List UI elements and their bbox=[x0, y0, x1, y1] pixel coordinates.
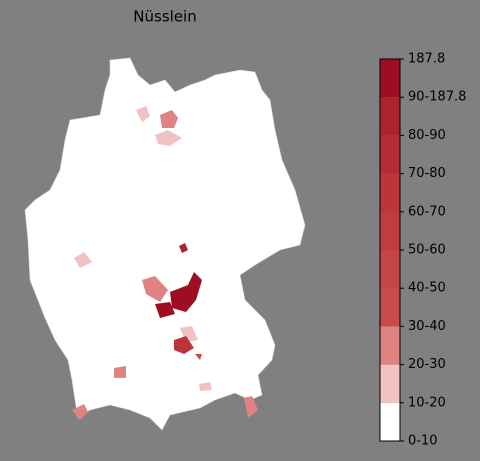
colorbar-label: 187.8 bbox=[408, 52, 445, 67]
colorbar-label: 30-40 bbox=[408, 319, 446, 334]
colorbar-label: 40-50 bbox=[408, 281, 446, 296]
region bbox=[179, 243, 188, 253]
colorbar-segment bbox=[380, 135, 400, 174]
region bbox=[160, 110, 178, 128]
colorbar-segment bbox=[380, 59, 400, 98]
region bbox=[195, 354, 202, 360]
colorbar-segment bbox=[380, 173, 400, 212]
colorbar-label: 60-70 bbox=[408, 204, 446, 219]
region bbox=[142, 276, 168, 302]
colorbar-segment bbox=[380, 326, 400, 365]
colorbar-label: 20-30 bbox=[408, 357, 446, 372]
colorbar-segment bbox=[380, 402, 400, 441]
colorbar-label: 80-90 bbox=[408, 128, 446, 143]
colorbar-label: 50-60 bbox=[408, 243, 446, 258]
colorbar-label: 90-187.8 bbox=[408, 90, 466, 105]
region bbox=[114, 366, 126, 378]
colorbar-segment bbox=[380, 364, 400, 403]
colorbar-frame bbox=[379, 58, 401, 442]
region bbox=[72, 404, 88, 420]
region bbox=[155, 302, 175, 318]
colorbar-segment bbox=[380, 288, 400, 327]
colorbar-label: 70-80 bbox=[408, 166, 446, 181]
region bbox=[136, 106, 150, 122]
colorbar-segment bbox=[380, 97, 400, 136]
regions bbox=[72, 106, 258, 420]
colorbar-segment bbox=[380, 211, 400, 250]
colorbar: 0-10 10-20 20-30 30-40 40-50 50-60 60-70 70-80 8… bbox=[380, 52, 466, 449]
region bbox=[170, 272, 202, 312]
region bbox=[244, 396, 258, 418]
region bbox=[199, 382, 212, 391]
region bbox=[155, 130, 182, 146]
region bbox=[74, 252, 92, 268]
colorbar-label: 10-20 bbox=[408, 395, 446, 410]
colorbar-label: 0-10 bbox=[408, 434, 438, 449]
region bbox=[174, 336, 194, 354]
map-title: Nüsslein bbox=[133, 8, 196, 26]
colorbar-segment bbox=[380, 250, 400, 289]
